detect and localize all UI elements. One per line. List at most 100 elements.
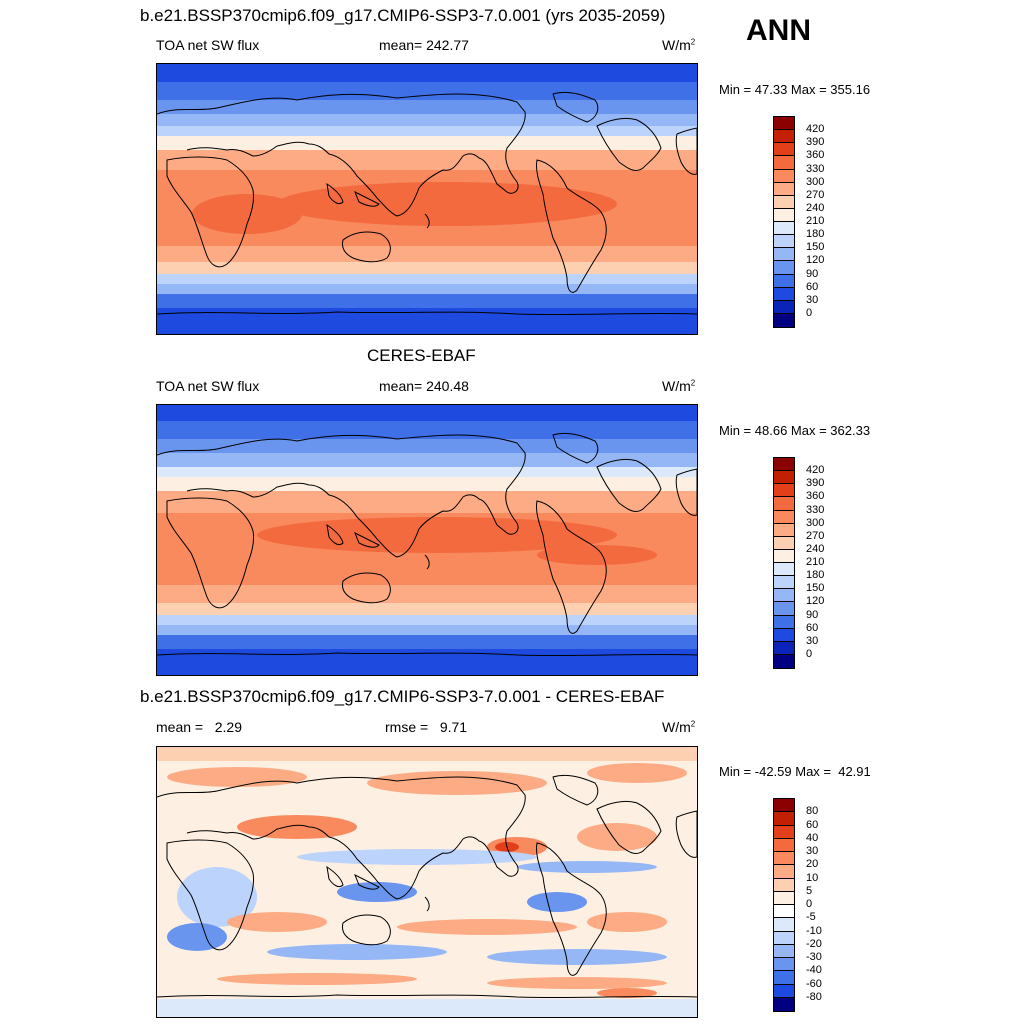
colorbar-tick-label: 240 xyxy=(806,542,825,555)
colorbar-tick-label: 60 xyxy=(806,621,819,634)
colorbar-swatch xyxy=(774,497,794,511)
panel1-variable-label: TOA net SW flux xyxy=(156,37,260,53)
colorbar-swatch xyxy=(774,156,794,170)
colorbar-swatch xyxy=(774,549,794,563)
colorbar-tick-label: 10 xyxy=(806,871,819,884)
panel2-mean-label: mean= 240.48 xyxy=(379,378,469,394)
colorbar-tick-label: 210 xyxy=(806,215,825,227)
colorbar-swatch xyxy=(774,182,794,196)
panel2-title: CERES-EBAF xyxy=(367,346,476,365)
colorbar-tick-label: -60 xyxy=(806,977,822,990)
colorbar-tick-label: 40 xyxy=(806,831,819,844)
colorbar-tick-label: -5 xyxy=(806,911,816,924)
panel2-units: W/m2 xyxy=(662,378,696,394)
colorbar-tick-label: 180 xyxy=(806,569,825,582)
colorbar-swatch xyxy=(774,117,794,131)
panel3-units: W/m2 xyxy=(662,719,696,735)
colorbar-swatch xyxy=(774,918,794,932)
colorbar-swatch xyxy=(774,261,794,275)
colorbar-tick-label: 150 xyxy=(806,582,825,595)
colorbar-tick-label: 90 xyxy=(806,608,819,621)
colorbar-swatch xyxy=(774,654,794,668)
colorbar-tick-label: 60 xyxy=(806,818,819,831)
colorbar-swatch xyxy=(774,812,794,826)
colorbar-swatch xyxy=(774,208,794,222)
colorbar-tick-label: -20 xyxy=(806,937,822,950)
colorbar-swatch xyxy=(774,248,794,262)
colorbar-tick-label: 30 xyxy=(806,293,819,306)
colorbar-swatch xyxy=(774,628,794,642)
colorbar-tick-label: 60 xyxy=(806,280,819,293)
colorbar-swatch xyxy=(774,458,794,472)
colorbar-tick-label: 420 xyxy=(806,464,825,477)
colorbar-tick-label: 0 xyxy=(806,306,813,319)
colorbar-swatch xyxy=(774,838,794,852)
panel2-minmax: Min = 48.66 Max = 362.33 xyxy=(719,423,871,438)
colorbar-tick-label: 300 xyxy=(806,175,825,188)
colorbar-tick-label: -40 xyxy=(806,964,822,977)
colorbar-tick-label: 90 xyxy=(806,267,819,280)
colorbar-swatch xyxy=(774,222,794,236)
panel3-colorbar xyxy=(773,798,795,1012)
colorbar-swatch xyxy=(774,287,794,301)
colorbar-swatch xyxy=(774,891,794,905)
panel1-minmax: Min = 47.33 Max = 355.16 xyxy=(719,82,871,97)
colorbar-tick-label: 150 xyxy=(806,241,825,254)
colorbar-swatch xyxy=(774,510,794,524)
colorbar-swatch xyxy=(774,984,794,998)
colorbar-swatch xyxy=(774,130,794,144)
colorbar-swatch xyxy=(774,865,794,879)
colorbar-swatch xyxy=(774,471,794,485)
colorbar-swatch xyxy=(774,274,794,288)
season-label: ANN xyxy=(746,14,811,47)
colorbar-swatch xyxy=(774,313,794,327)
colorbar-swatch xyxy=(774,563,794,577)
colorbar-tick-label: 0 xyxy=(806,647,813,660)
panel2-colorbar xyxy=(773,457,795,669)
colorbar-tick-label: 360 xyxy=(806,149,825,162)
colorbar-tick-label: -10 xyxy=(806,924,822,937)
colorbar-swatch xyxy=(774,878,794,892)
colorbar-tick-label: 120 xyxy=(806,254,825,267)
colorbar-swatch xyxy=(774,602,794,616)
colorbar-swatch xyxy=(774,852,794,866)
panel3-rmse-label: rmse = 9.71 xyxy=(385,719,468,735)
colorbar-swatch xyxy=(774,235,794,249)
colorbar-swatch xyxy=(774,997,794,1011)
colorbar-tick-label: -30 xyxy=(806,951,822,963)
panel3-map xyxy=(156,746,698,1018)
colorbar-tick-label: 420 xyxy=(806,123,825,136)
panel1-units: W/m2 xyxy=(662,37,696,53)
colorbar-tick-label: 120 xyxy=(806,595,825,608)
panel2-map xyxy=(156,404,698,676)
colorbar-swatch xyxy=(774,169,794,183)
panel3-mean-label: mean = 2.29 xyxy=(156,719,243,735)
colorbar-tick-label: 300 xyxy=(806,516,825,529)
colorbar-tick-label: 240 xyxy=(806,201,825,214)
colorbar-swatch xyxy=(774,536,794,550)
colorbar-tick-label: 270 xyxy=(806,188,825,201)
colorbar-swatch xyxy=(774,143,794,157)
colorbar-swatch xyxy=(774,799,794,813)
colorbar-swatch xyxy=(774,971,794,985)
colorbar-swatch xyxy=(774,195,794,209)
panel1-colorbar xyxy=(773,116,795,328)
colorbar-swatch xyxy=(774,589,794,603)
panel2-variable-label: TOA net SW flux xyxy=(156,378,260,394)
colorbar-tick-label: 30 xyxy=(806,845,819,857)
colorbar-swatch xyxy=(774,931,794,945)
colorbar-swatch xyxy=(774,300,794,314)
panel3-minmax: Min = -42.59 Max = 42.91 xyxy=(719,764,871,779)
colorbar-swatch xyxy=(774,576,794,590)
colorbar-swatch xyxy=(774,615,794,629)
colorbar-swatch xyxy=(774,905,794,919)
colorbar-tick-label: 270 xyxy=(806,529,825,542)
colorbar-tick-label: 330 xyxy=(806,162,825,175)
colorbar-tick-label: 180 xyxy=(806,228,825,241)
colorbar-swatch xyxy=(774,641,794,655)
panel1-mean-label: mean= 242.77 xyxy=(379,37,469,53)
colorbar-tick-label: 390 xyxy=(806,136,825,149)
colorbar-tick-label: 80 xyxy=(806,805,819,818)
colorbar-tick-label: 30 xyxy=(806,634,819,647)
colorbar-tick-label: 5 xyxy=(806,884,813,897)
